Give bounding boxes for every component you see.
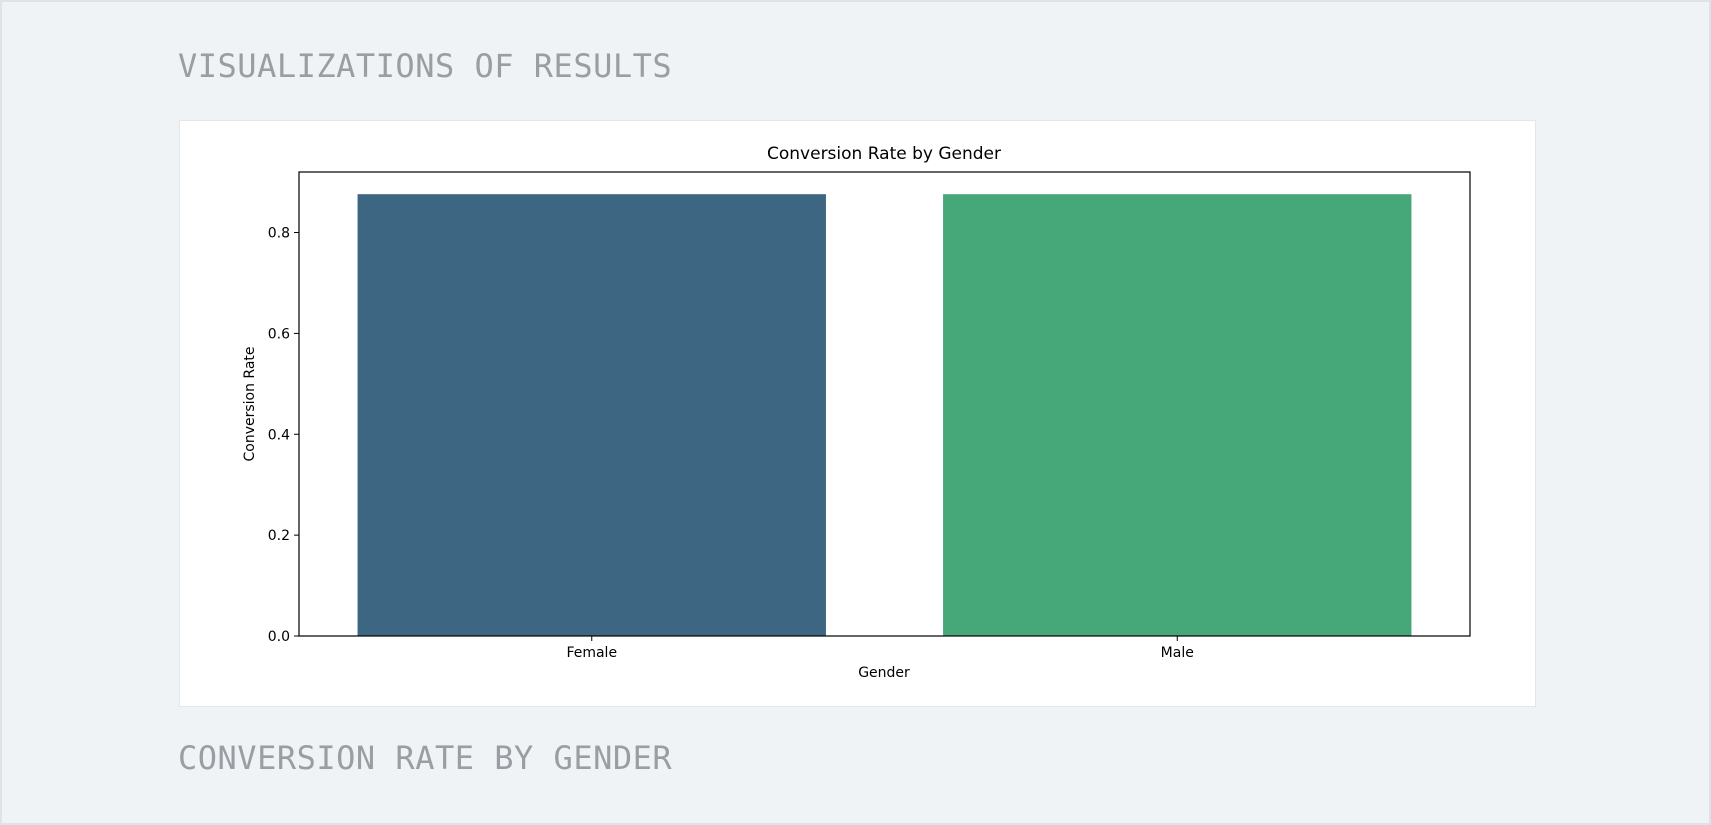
x-axis-ticks: Female Male	[566, 636, 1194, 661]
chart-card: Conversion Rate by Gender 0.0 0.2 0.4 0.6 0.…	[179, 120, 1536, 707]
bars	[357, 194, 1412, 636]
chart-caption: CONVERSION RATE BY GENDER	[178, 739, 673, 777]
x-axis-label: Gender	[858, 665, 910, 681]
bar-chart: Conversion Rate by Gender 0.00.20.40.60.…	[242, 144, 1471, 681]
y-axis-ticks: 0.0 0.2 0.4 0.6 0.8	[268, 226, 299, 645]
section-heading: VISUALIZATIONS OF RESULTS	[178, 47, 673, 85]
y-axis-label: Conversion Rate	[242, 346, 258, 461]
x-tick-label: Male	[1161, 645, 1194, 661]
chart-title: Conversion Rate by Gender	[767, 144, 1001, 164]
y-tick-label: 0.8	[268, 226, 290, 242]
x-tick-label: Female	[566, 645, 617, 661]
bar-male	[943, 194, 1412, 636]
y-tick-label: 0.6	[268, 326, 290, 342]
y-tick-label: 0.4	[268, 427, 290, 443]
plot-frame	[298, 171, 1471, 637]
y-tick-label: 0.2	[268, 528, 290, 544]
y-tick-label: 0.0	[268, 629, 290, 645]
bar-female	[357, 194, 826, 636]
